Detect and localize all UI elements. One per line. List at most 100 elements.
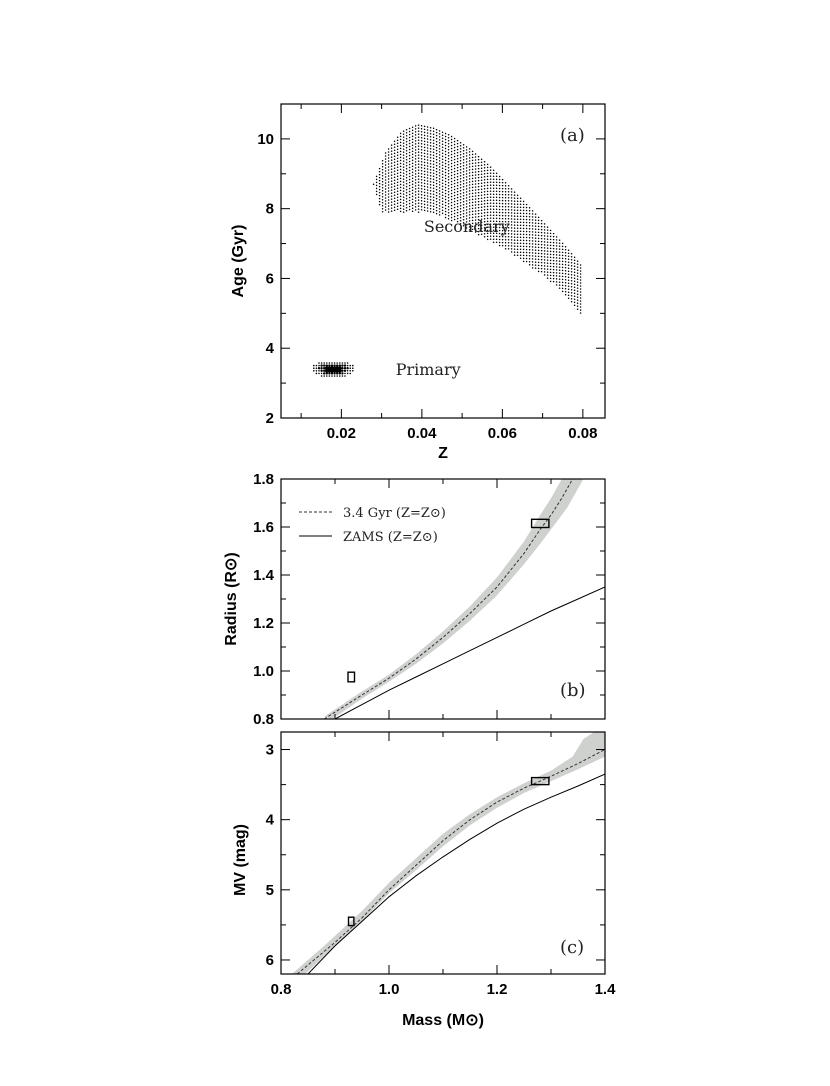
secondary-solution-dot [390, 174, 393, 176]
secondary-solution-dot [528, 221, 531, 224]
secondary-solution-dot [570, 301, 573, 303]
secondary-solution-dot [390, 147, 393, 149]
secondary-solution-dot [471, 189, 474, 192]
secondary-solution-dot [456, 211, 459, 214]
secondary-solution-dot [387, 211, 390, 213]
secondary-solution-dot [420, 202, 423, 205]
secondary-solution-dot [468, 172, 471, 174]
secondary-solution-dot [420, 139, 423, 142]
secondary-solution-dot [444, 168, 447, 171]
secondary-solution-dot [396, 196, 399, 199]
secondary-solution-dot [519, 224, 522, 227]
secondary-solution-dot [471, 153, 474, 156]
secondary-solution-dot [507, 233, 510, 235]
secondary-solution-dot [441, 134, 444, 136]
secondary-solution-dot [408, 166, 411, 169]
secondary-solution-dot [453, 167, 456, 170]
secondary-solution-dot [489, 226, 492, 228]
secondary-solution-dot [528, 260, 531, 263]
secondary-solution-dot [393, 188, 396, 190]
secondary-solution-dot [438, 148, 441, 150]
secondary-solution-dot [456, 199, 459, 202]
secondary-solution-dot [477, 191, 480, 194]
secondary-solution-dot [423, 200, 426, 203]
legend-isochrone-label: 3.4 Gyr (Z=Z⊙) [343, 506, 446, 521]
secondary-solution-dot [489, 232, 492, 234]
secondary-solution-dot [579, 267, 582, 269]
secondary-solution-dot [471, 168, 474, 171]
secondary-solution-dot [531, 210, 534, 212]
secondary-solution-dot [441, 176, 444, 178]
secondary-solution-dot [534, 246, 537, 248]
secondary-solution-dot [396, 148, 399, 151]
secondary-solution-dot [411, 210, 414, 212]
secondary-solution-dot [381, 199, 384, 201]
secondary-solution-dot [537, 234, 540, 237]
secondary-solution-dot [498, 223, 501, 226]
secondary-solution-dot [420, 178, 423, 181]
secondary-solution-dot [453, 218, 456, 221]
panel-b-legend: 3.4 Gyr (Z=Z⊙) ZAMS (Z=Z⊙) [299, 506, 446, 545]
secondary-solution-dot [444, 147, 447, 150]
secondary-solution-dot [441, 200, 444, 202]
secondary-solution-dot [411, 159, 414, 161]
panel-b-ytick-label: 1.4 [253, 567, 275, 584]
secondary-solution-dot [522, 206, 525, 209]
secondary-solution-dot [432, 184, 435, 187]
secondary-solution-dot [561, 257, 564, 260]
secondary-solution-dot [546, 226, 549, 228]
secondary-solution-dot [396, 193, 399, 196]
secondary-solution-dot [438, 187, 441, 189]
secondary-solution-dot [423, 170, 426, 173]
secondary-solution-dot [420, 133, 423, 136]
secondary-solution-dot [402, 145, 405, 147]
secondary-solution-dot [579, 291, 582, 293]
secondary-solution-dot [477, 182, 480, 185]
secondary-solution-dot [468, 175, 471, 177]
secondary-solution-dot [540, 234, 543, 237]
secondary-solution-dot [465, 206, 468, 208]
panel-b-ytick-label: 1.2 [253, 615, 274, 632]
secondary-solution-dot [396, 172, 399, 175]
secondary-solution-dot [513, 221, 516, 223]
secondary-solution-dot [417, 187, 420, 189]
panel-a-ytick-label: 8 [266, 201, 274, 218]
secondary-solution-dot [429, 180, 432, 183]
secondary-solution-dot [420, 148, 423, 151]
secondary-solution-dot [438, 166, 441, 168]
secondary-solution-dot [465, 218, 468, 220]
secondary-solution-dot [408, 190, 411, 193]
secondary-solution-dot [399, 177, 402, 180]
secondary-solution-dot [468, 205, 471, 207]
secondary-solution-dot [477, 218, 480, 221]
secondary-solution-dot [528, 215, 531, 218]
secondary-solution-dot [498, 235, 501, 238]
secondary-solution-dot [462, 222, 465, 224]
secondary-solution-dot [459, 219, 462, 222]
secondary-solution-dot [444, 150, 447, 153]
secondary-solution-dot [471, 186, 474, 189]
secondary-solution-dot [405, 153, 408, 155]
secondary-solution-dot [483, 209, 486, 211]
secondary-solution-dot [495, 208, 498, 211]
secondary-solution-dot [483, 227, 486, 229]
secondary-solution-dot [429, 129, 432, 132]
secondary-solution-dot [528, 224, 531, 227]
secondary-solution-dot [555, 278, 558, 280]
secondary-solution-dot [402, 175, 405, 177]
secondary-solution-dot [438, 160, 441, 162]
secondary-solution-dot [438, 169, 441, 171]
secondary-solution-dot [450, 216, 453, 219]
secondary-solution-dot [408, 199, 411, 202]
secondary-solution-dot [495, 226, 498, 229]
secondary-solution-dot [483, 203, 486, 205]
secondary-solution-dot [513, 236, 516, 238]
secondary-solution-dot [456, 142, 459, 145]
secondary-solution-dot [504, 202, 507, 205]
secondary-solution-dot [558, 281, 561, 283]
secondary-solution-dot [531, 228, 534, 230]
secondary-solution-dot [510, 203, 513, 205]
secondary-solution-dot [393, 197, 396, 199]
secondary-solution-dot [480, 221, 483, 223]
secondary-solution-dot [450, 162, 453, 165]
